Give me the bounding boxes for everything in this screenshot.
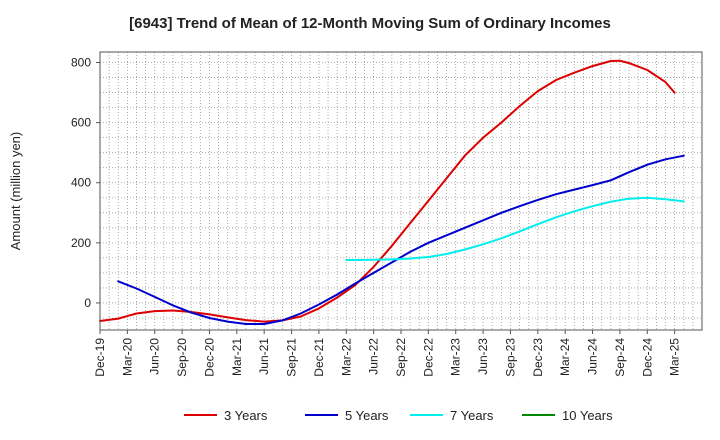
x-tick-label: Dec-20 — [202, 338, 216, 377]
x-tick-label: Jun-22 — [367, 338, 381, 375]
legend: 3 Years 5 Years 7 Years 10 Years — [184, 408, 613, 423]
series-line-5-years — [117, 154, 685, 325]
x-tick-label: Mar-21 — [230, 338, 244, 376]
x-tick-label: Mar-20 — [120, 338, 134, 376]
x-axis: Dec-19 Mar-20 Jun-20 Sep-20 Dec-20 Mar-21 Jun-… — [93, 330, 682, 377]
x-tick-label: Mar-24 — [558, 338, 572, 376]
x-tick-label: Dec-24 — [640, 338, 654, 377]
x-tick-label: Jun-24 — [586, 338, 600, 375]
legend-label: 3 Years — [224, 408, 268, 423]
x-tick-label: Jun-23 — [476, 338, 490, 375]
y-tick-label: 800 — [71, 56, 91, 70]
x-tick-label: Mar-22 — [339, 338, 353, 376]
x-tick-label: Dec-19 — [93, 338, 107, 377]
x-tick-label: Sep-24 — [613, 338, 627, 377]
x-tick-label: Sep-21 — [285, 338, 299, 377]
x-tick-label: Mar-25 — [668, 338, 682, 376]
x-tick-label: Sep-23 — [503, 338, 517, 377]
x-tick-label: Sep-20 — [175, 338, 189, 377]
legend-label: 7 Years — [450, 408, 494, 423]
legend-label: 10 Years — [562, 408, 613, 423]
y-tick-label: 200 — [71, 236, 91, 250]
x-tick-label: Sep-22 — [394, 338, 408, 377]
series-group — [99, 59, 685, 325]
y-tick-label: 0 — [84, 296, 91, 310]
legend-label: 5 Years — [345, 408, 389, 423]
series-line-3-years — [99, 59, 676, 323]
x-tick-label: Dec-23 — [531, 338, 545, 377]
y-tick-label: 400 — [71, 176, 91, 190]
x-tick-label: Jun-21 — [257, 338, 271, 375]
x-tick-label: Jun-20 — [148, 338, 162, 375]
y-tick-label: 600 — [71, 116, 91, 130]
x-tick-label: Mar-23 — [449, 338, 463, 376]
x-tick-label: Dec-21 — [312, 338, 326, 377]
y-axis-label: Amount (million yen) — [8, 132, 23, 251]
x-tick-label: Dec-22 — [421, 338, 435, 377]
y-axis: 0 200 400 600 800 — [71, 56, 100, 310]
grid — [100, 52, 702, 330]
chart-title: [6943] Trend of Mean of 12-Month Moving … — [129, 15, 611, 32]
series-line-7-years — [345, 196, 685, 261]
